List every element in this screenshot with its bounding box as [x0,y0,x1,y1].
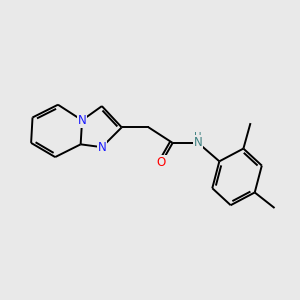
Text: N: N [78,114,86,127]
Text: H: H [194,132,202,142]
Text: N: N [194,136,203,149]
Text: N: N [98,141,106,154]
Text: O: O [157,156,166,169]
